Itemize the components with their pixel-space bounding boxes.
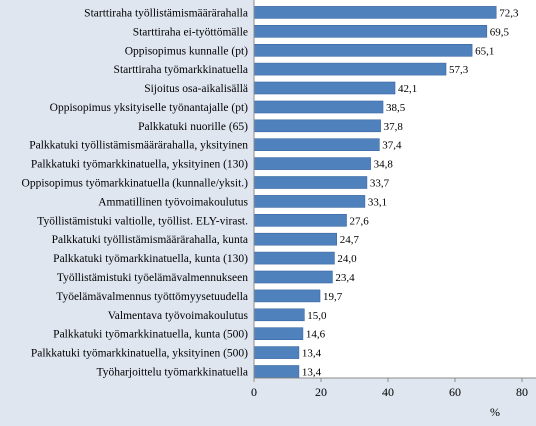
category-label-1: Starttiraha työllistämismäärärahalla: [84, 7, 248, 19]
value-label-18: 14,6: [306, 329, 326, 341]
category-label-19: Palkkatuki työmarkkinatuella, yksityinen…: [31, 348, 248, 360]
category-label-11: Ammatillinen työvoimakoulutus: [98, 196, 248, 208]
x-tick-label-3: 40: [382, 385, 394, 399]
category-label-8: Palkkatuki työllistämismäärärahalla, yks…: [29, 140, 248, 152]
value-label-14: 24,0: [337, 253, 357, 265]
category-label-10: Oppisopimus työmarkkinatuella (kunnalle/…: [22, 178, 249, 190]
bar-9: [253, 157, 371, 170]
bar-12: [253, 214, 347, 227]
bar-19: [253, 346, 300, 359]
x-tick-label-2: 20: [315, 385, 327, 399]
value-label-5: 42,1: [398, 83, 417, 95]
category-label-18: Palkkatuki työmarkkinatuella, kunta (500…: [53, 329, 248, 341]
bar-14: [253, 251, 335, 265]
value-label-20: 13,4: [302, 367, 322, 379]
value-label-9: 34,8: [374, 159, 394, 171]
bar-8: [253, 138, 380, 151]
category-label-16: Työelämävalmennus työttömyysetuudella: [56, 291, 248, 303]
value-label-1: 72,3: [499, 7, 519, 19]
value-label-16: 19,7: [323, 291, 343, 303]
bar-17: [253, 308, 305, 322]
value-label-3: 65,1: [475, 45, 494, 57]
category-label-6: Oppisopimus yksityiselle työnantajalle (…: [50, 102, 249, 114]
bar-2: [253, 24, 488, 38]
bar-1: [253, 6, 497, 19]
x-tick-label-5: 80: [516, 385, 528, 399]
bar-10: [253, 176, 368, 189]
bar-5: [253, 81, 396, 95]
value-label-15: 23,4: [335, 272, 355, 284]
category-label-5: Sijoitus osa-aikalisällä: [144, 83, 248, 95]
bar-4: [253, 62, 447, 76]
bar-3: [253, 43, 473, 57]
value-label-17: 15,0: [307, 310, 327, 322]
bar-15: [253, 270, 333, 284]
category-label-15: Työllistämistuki työelämävalmennukseen: [57, 272, 248, 284]
x-axis-label: %: [490, 405, 500, 419]
value-label-11: 33,1: [368, 196, 387, 208]
bar-11: [253, 195, 366, 208]
category-label-4: Starttiraha työmarkkinatuella: [114, 64, 248, 76]
category-label-7: Palkkatuki nuorille (65): [138, 121, 248, 133]
category-label-2: Starttiraha ei-työttömälle: [133, 26, 248, 38]
value-label-6: 38,5: [386, 102, 406, 114]
category-label-14: Palkkatuki työmarkkinatuella, kunta (130…: [53, 253, 248, 265]
value-label-13: 24,7: [340, 234, 360, 246]
category-label-3: Oppisopimus kunnalle (pt): [125, 45, 248, 57]
x-tick-label-4: 60: [449, 385, 461, 399]
value-label-8: 37,4: [382, 140, 402, 152]
category-label-9: Palkkatuki työmarkkinatuella, yksityinen…: [31, 159, 248, 171]
category-label-12: Työllistämistuki valtiolle, työllist. EL…: [37, 215, 248, 227]
bar-20: [253, 365, 300, 378]
x-tick-label-1: 0: [251, 385, 257, 399]
value-label-2: 69,5: [490, 26, 510, 38]
bar-13: [253, 232, 337, 246]
bar-6: [253, 100, 384, 114]
bar-18: [253, 327, 304, 341]
value-label-10: 33,7: [370, 178, 390, 190]
value-label-4: 57,3: [449, 64, 469, 76]
value-label-12: 27,6: [350, 215, 370, 227]
value-label-7: 37,8: [384, 121, 404, 133]
bar-16: [253, 289, 321, 303]
category-label-13: Palkkatuki työllistämismäärärahalla, kun…: [52, 234, 248, 246]
value-label-19: 13,4: [302, 348, 322, 360]
category-label-17: Valmentava työvoimakoulutus: [108, 310, 249, 322]
bar-7: [253, 119, 381, 133]
category-label-20: Työharjoittelu työmarkkinatuella: [96, 367, 248, 379]
